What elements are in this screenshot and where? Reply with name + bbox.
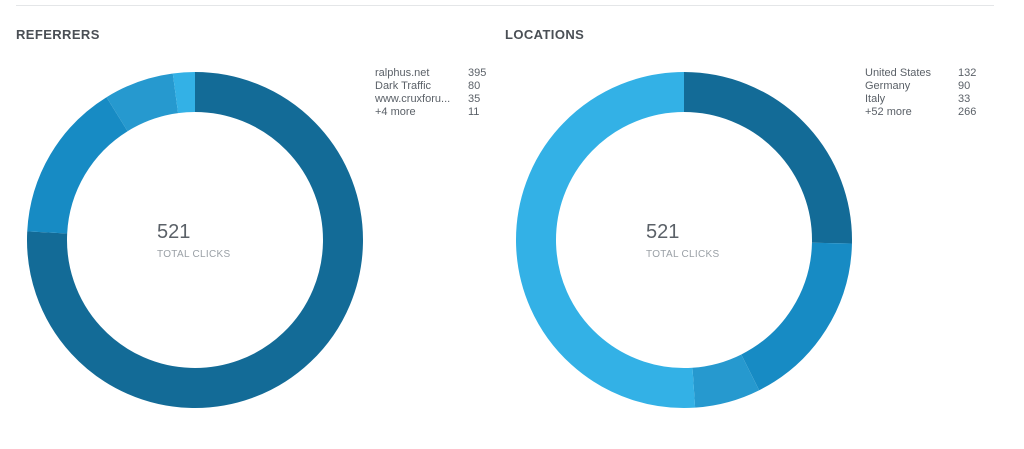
legend-value: 132 <box>958 67 977 79</box>
divider <box>16 5 994 6</box>
donut-slice-ralphus-net[interactable] <box>27 72 363 408</box>
legend-item-united-states[interactable]: United States 132 <box>865 67 976 80</box>
legend-label: Germany <box>865 80 911 92</box>
referrers-title: REFERRERS <box>16 27 100 42</box>
referrers-total-caption: TOTAL CLICKS <box>157 249 231 260</box>
legend-item-4-more[interactable]: +4 more 11 <box>375 106 486 119</box>
legend-label: Dark Traffic <box>375 80 432 92</box>
locations-legend: United States 132 Germany 90 Italy 33 +52 more… <box>865 67 976 119</box>
legend-item-dark-traffic[interactable]: Dark Traffic 80 <box>375 80 486 93</box>
legend-value: 90 <box>958 80 971 92</box>
legend-label: Italy <box>865 93 886 105</box>
donut-slice-dark-traffic[interactable] <box>27 97 129 234</box>
legend-value: 395 <box>468 67 487 79</box>
donut-slice-italy[interactable] <box>691 354 760 408</box>
legend-label: ralphus.net <box>375 67 430 79</box>
legend-label: United States <box>865 67 932 79</box>
locations-title: LOCATIONS <box>505 27 585 42</box>
referrers-panel: REFERRERS 521 TOTAL CLICKS ralphus.net 39… <box>0 0 505 449</box>
locations-total-caption: TOTAL CLICKS <box>646 249 720 260</box>
legend-value: 80 <box>468 80 481 92</box>
donut-slice-4-more[interactable] <box>172 72 196 114</box>
legend-label: +4 more <box>375 106 416 118</box>
donut-slice-germany[interactable] <box>740 242 852 391</box>
legend-value: 266 <box>958 106 977 118</box>
referrers-total-clicks: 521 <box>157 221 191 243</box>
legend-item-italy[interactable]: Italy 33 <box>865 93 976 106</box>
legend-label: www.cruxforu... <box>375 93 451 105</box>
locations-total-clicks: 521 <box>646 221 680 243</box>
donut-slice-www-cruxforu[interactable] <box>106 73 179 132</box>
legend-value: 33 <box>958 93 971 105</box>
legend-item-52-more[interactable]: +52 more 266 <box>865 106 976 119</box>
donut-slice-52-more[interactable] <box>516 72 696 408</box>
locations-donut-chart <box>516 72 852 408</box>
legend-item-germany[interactable]: Germany 90 <box>865 80 976 93</box>
legend-label: +52 more <box>865 106 912 118</box>
donut-slice-united-states[interactable] <box>683 72 852 244</box>
referrers-donut-chart <box>27 72 363 408</box>
legend-item-ralphus-net[interactable]: ralphus.net 395 <box>375 67 486 80</box>
referrers-legend: ralphus.net 395 Dark Traffic 80 www.cruxforu… <box>375 67 486 119</box>
legend-value: 35 <box>468 93 481 105</box>
locations-panel: LOCATIONS 521 TOTAL CLICKS United States… <box>490 0 1024 449</box>
legend-value: 11 <box>468 106 480 118</box>
legend-item-www-cruxforu[interactable]: www.cruxforu... 35 <box>375 93 486 106</box>
